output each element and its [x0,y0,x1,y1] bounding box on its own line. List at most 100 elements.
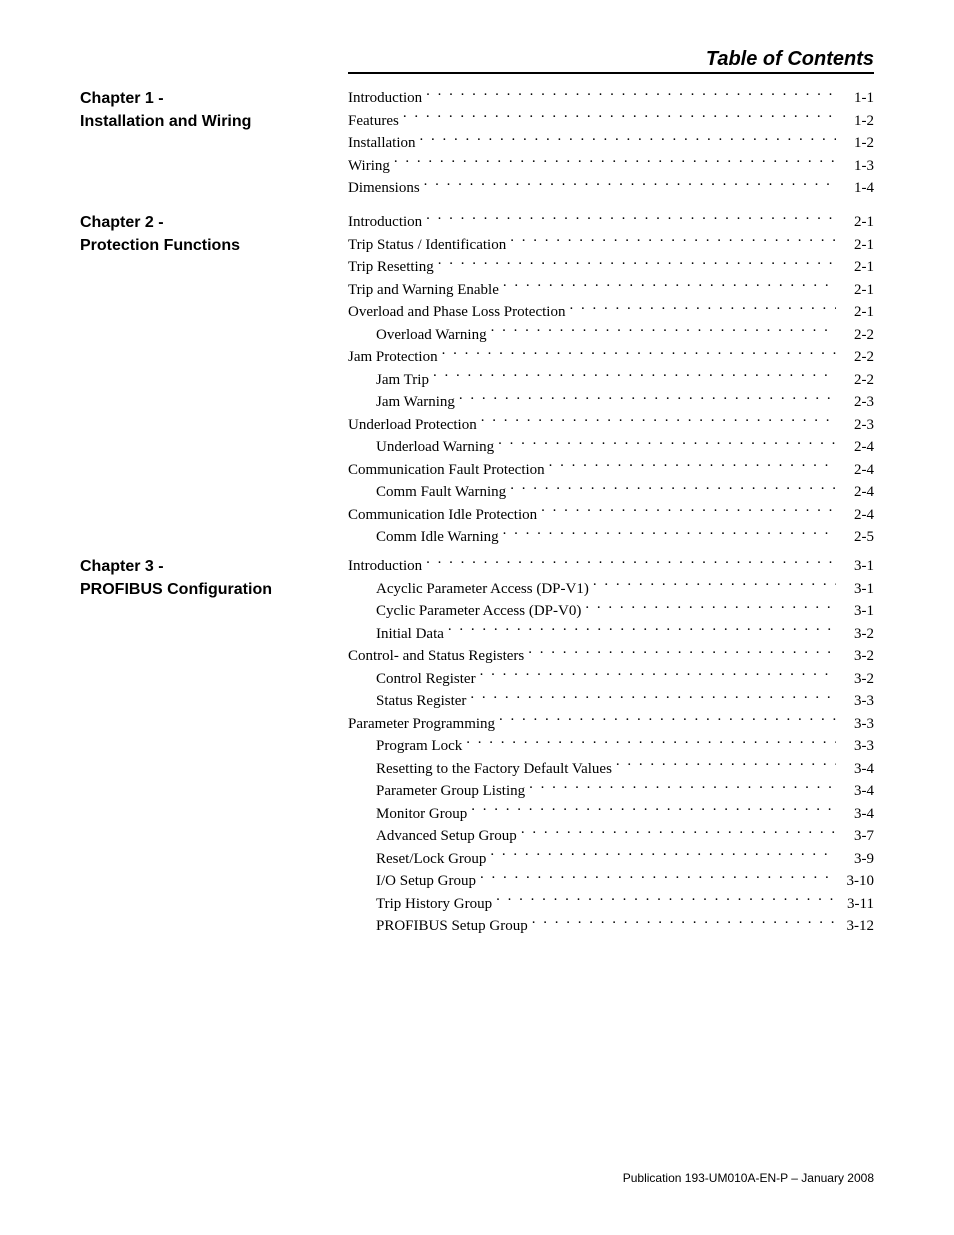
toc-entry-label: Introduction [348,211,422,234]
chapter-heading: Chapter 1 -Installation and Wiring [80,87,320,133]
toc-entry-label: Trip Resetting [348,256,434,279]
toc-row: Jam Protection 2-2 [348,346,874,369]
toc-entry-label: Reset/Lock Group [376,848,486,871]
toc-entry-page: 3-3 [840,690,874,713]
toc-row: Initial Data 3-2 [348,623,874,646]
toc-entry-page: 1-2 [840,110,874,133]
toc-entry-label: Resetting to the Factory Default Values [376,758,612,781]
toc-block: Introduction3-1Acyclic Parameter Access … [348,555,874,938]
toc-row: Program Lock3-3 [348,735,874,758]
toc-entry-label: Trip History Group [376,893,492,916]
toc-entry-label: Parameter Programming [348,713,495,736]
toc-entry-page: 2-2 [840,324,874,347]
toc-entry-page: 2-4 [840,504,874,527]
toc-entry-label: Wiring [348,155,390,178]
toc-leader-dots [442,346,836,361]
toc-entry-label: Installation [348,132,416,155]
toc-row: Comm Fault Warning2-4 [348,481,874,504]
toc-entry-page: 1-4 [840,177,874,200]
toc-leader-dots [503,526,836,541]
toc-entry-label: Trip Status / Identification [348,234,506,257]
toc-leader-dots [394,155,836,170]
toc-row: Communication Idle Protection 2-4 [348,504,874,527]
toc-leader-dots [426,87,836,102]
toc-row: Features1-2 [348,110,874,133]
toc-row: Underload Protection 2-3 [348,414,874,437]
toc-entry-label: Underload Protection [348,414,477,437]
toc-entry-label: Overload Warning [376,324,487,347]
toc-entry-label: Introduction [348,555,422,578]
toc-leader-dots [420,132,837,147]
toc-leader-dots [503,279,836,294]
toc-entry-page: 2-3 [840,414,874,437]
toc-leader-dots [426,555,836,570]
chapter-heading: Chapter 2 -Protection Functions [80,211,320,257]
toc-entry-page: 2-4 [840,459,874,482]
toc-entry-page: 3-1 [840,555,874,578]
toc-row: Cyclic Parameter Access (DP-V0)3-1 [348,600,874,623]
toc-leader-dots [616,758,836,773]
toc-entry-page: 3-3 [840,735,874,758]
toc-row: Trip Resetting2-1 [348,256,874,279]
toc-entry-label: I/O Setup Group [376,870,476,893]
toc-row: Reset/Lock Group3-9 [348,848,874,871]
toc-row: Trip and Warning Enable2-1 [348,279,874,302]
toc-leader-dots [426,211,836,226]
toc-entry-page: 2-1 [840,301,874,324]
toc-leader-dots [521,825,836,840]
toc-entry-label: Acyclic Parameter Access (DP-V1) [376,578,589,601]
toc-entry-label: Communication Idle Protection [348,504,537,527]
toc-leader-dots [541,504,836,519]
toc-row: Monitor Group3-4 [348,803,874,826]
toc-row: I/O Setup Group3-10 [348,870,874,893]
toc-entry-page: 2-4 [840,481,874,504]
toc-row: Acyclic Parameter Access (DP-V1)3-1 [348,578,874,601]
toc-entry-label: Parameter Group Listing [376,780,525,803]
toc-leader-dots [448,623,836,638]
toc-leader-dots [498,436,836,451]
toc-row: Advanced Setup Group 3-7 [348,825,874,848]
toc-row: Trip History Group3-11 [348,893,874,916]
toc-entry-label: Jam Protection [348,346,438,369]
toc-entry-page: 3-2 [840,623,874,646]
toc-row: Introduction 3-1 [348,555,874,578]
toc-entry-page: 3-4 [840,780,874,803]
toc-row: Overload Warning 2-2 [348,324,874,347]
toc-entry-page: 3-4 [840,758,874,781]
toc-entry-label: Monitor Group [376,803,467,826]
toc-entry-label: Underload Warning [376,436,494,459]
chapter-heading: Chapter 3 -PROFIBUS Configuration [80,555,320,601]
toc-row: Trip Status / Identification 2-1 [348,234,874,257]
toc-row: PROFIBUS Setup Group3-12 [348,915,874,938]
toc-leader-dots [459,391,836,406]
page-title: Table of Contents [706,48,874,71]
toc-entry-page: 2-5 [840,526,874,549]
toc-leader-dots [569,301,836,316]
toc-leader-dots [438,256,836,271]
toc-leader-dots [466,735,836,750]
toc-leader-dots [496,893,836,908]
toc-row: Wiring 1-3 [348,155,874,178]
toc-entry-label: PROFIBUS Setup Group [376,915,528,938]
toc-entry-label: Trip and Warning Enable [348,279,499,302]
toc-leader-dots [549,459,836,474]
toc-leader-dots [510,234,836,249]
toc-entry-page: 3-3 [840,713,874,736]
toc-entry-label: Initial Data [376,623,444,646]
toc-entry-label: Advanced Setup Group [376,825,517,848]
toc-row: Parameter Group Listing 3-4 [348,780,874,803]
toc-row: Resetting to the Factory Default Values 3… [348,758,874,781]
toc-row: Installation1-2 [348,132,874,155]
toc-leader-dots [532,915,836,930]
toc-row: Comm Idle Warning 2-5 [348,526,874,549]
toc-entry-page: 2-2 [840,346,874,369]
toc-entry-page: 1-3 [840,155,874,178]
toc-leader-dots [490,848,836,863]
toc-leader-dots [480,668,836,683]
toc-entry-page: 3-7 [840,825,874,848]
toc-entry-label: Comm Idle Warning [376,526,499,549]
toc-entry-page: 2-2 [840,369,874,392]
toc-entry-page: 2-1 [840,234,874,257]
toc-leader-dots [424,177,836,192]
toc-leader-dots [471,803,836,818]
